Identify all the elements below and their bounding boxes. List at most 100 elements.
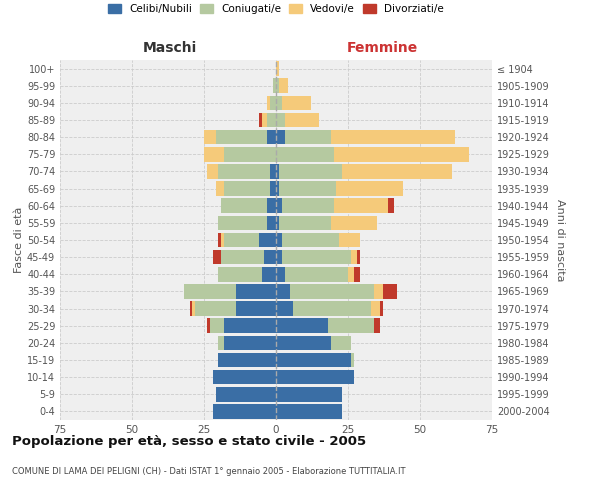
Bar: [388, 198, 394, 213]
Bar: [276, 112, 284, 128]
Bar: [224, 232, 259, 248]
Bar: [276, 96, 282, 110]
Text: Popolazione per età, sesso e stato civile - 2005: Popolazione per età, sesso e stato civil…: [12, 435, 366, 448]
Bar: [331, 336, 351, 350]
Bar: [284, 267, 348, 281]
Bar: [276, 318, 328, 333]
Bar: [224, 182, 270, 196]
Bar: [282, 232, 340, 248]
Bar: [351, 250, 356, 264]
Bar: [354, 267, 359, 281]
Legend: Celibi/Nubili, Coniugati/e, Vedovi/e, Divorziati/e: Celibi/Nubili, Coniugati/e, Vedovi/e, Di…: [108, 4, 444, 14]
Bar: [337, 182, 403, 196]
Bar: [282, 250, 351, 264]
Bar: [265, 250, 276, 264]
Bar: [276, 352, 351, 368]
Bar: [276, 182, 279, 196]
Bar: [276, 284, 290, 298]
Bar: [270, 164, 276, 178]
Bar: [374, 284, 383, 298]
Bar: [184, 284, 236, 298]
Bar: [284, 112, 319, 128]
Bar: [204, 147, 224, 162]
Bar: [331, 216, 377, 230]
Y-axis label: Fasce di età: Fasce di età: [14, 207, 24, 273]
Bar: [207, 318, 210, 333]
Bar: [215, 182, 224, 196]
Bar: [383, 284, 397, 298]
Bar: [224, 318, 276, 333]
Bar: [212, 250, 221, 264]
Bar: [193, 302, 196, 316]
Bar: [276, 387, 342, 402]
Text: Femmine: Femmine: [347, 41, 418, 55]
Bar: [276, 370, 354, 384]
Bar: [218, 352, 276, 368]
Bar: [276, 404, 342, 418]
Bar: [221, 198, 268, 213]
Bar: [268, 198, 276, 213]
Bar: [276, 62, 279, 76]
Bar: [276, 130, 284, 144]
Bar: [259, 232, 276, 248]
Bar: [331, 130, 455, 144]
Bar: [224, 336, 276, 350]
Bar: [259, 112, 262, 128]
Text: Maschi: Maschi: [142, 41, 197, 55]
Bar: [356, 250, 359, 264]
Bar: [215, 387, 276, 402]
Bar: [268, 130, 276, 144]
Bar: [380, 302, 383, 316]
Bar: [236, 302, 276, 316]
Bar: [282, 96, 311, 110]
Bar: [284, 130, 331, 144]
Bar: [279, 164, 342, 178]
Bar: [268, 112, 276, 128]
Bar: [196, 302, 236, 316]
Bar: [276, 147, 334, 162]
Bar: [340, 232, 359, 248]
Bar: [276, 198, 282, 213]
Bar: [276, 336, 331, 350]
Bar: [282, 198, 334, 213]
Bar: [210, 318, 224, 333]
Bar: [276, 250, 282, 264]
Bar: [348, 267, 354, 281]
Bar: [204, 130, 215, 144]
Bar: [334, 147, 469, 162]
Bar: [374, 318, 380, 333]
Bar: [218, 336, 224, 350]
Bar: [351, 352, 354, 368]
Bar: [342, 164, 452, 178]
Bar: [279, 78, 287, 93]
Bar: [215, 130, 268, 144]
Bar: [218, 216, 268, 230]
Bar: [270, 96, 276, 110]
Bar: [276, 302, 293, 316]
Bar: [221, 232, 224, 248]
Bar: [328, 318, 374, 333]
Bar: [236, 284, 276, 298]
Bar: [262, 267, 276, 281]
Y-axis label: Anni di nascita: Anni di nascita: [555, 198, 565, 281]
Bar: [276, 267, 284, 281]
Bar: [212, 370, 276, 384]
Bar: [218, 267, 262, 281]
Bar: [212, 404, 276, 418]
Bar: [334, 198, 388, 213]
Bar: [279, 216, 331, 230]
Bar: [221, 250, 265, 264]
Bar: [290, 284, 374, 298]
Bar: [293, 302, 371, 316]
Bar: [276, 216, 279, 230]
Bar: [371, 302, 380, 316]
Bar: [268, 96, 270, 110]
Bar: [273, 78, 276, 93]
Bar: [218, 232, 221, 248]
Bar: [262, 112, 268, 128]
Bar: [276, 164, 279, 178]
Bar: [279, 182, 337, 196]
Bar: [207, 164, 218, 178]
Text: COMUNE DI LAMA DEI PELIGNI (CH) - Dati ISTAT 1° gennaio 2005 - Elaborazione TUTT: COMUNE DI LAMA DEI PELIGNI (CH) - Dati I…: [12, 468, 406, 476]
Bar: [190, 302, 193, 316]
